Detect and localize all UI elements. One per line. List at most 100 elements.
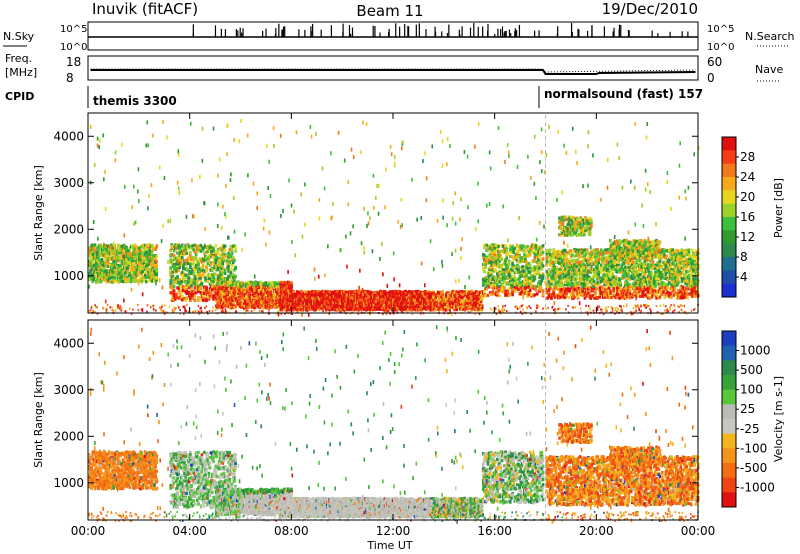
power-cell bbox=[214, 252, 218, 256]
power-cell bbox=[211, 255, 214, 259]
power-cell bbox=[177, 287, 181, 291]
power-cell bbox=[240, 281, 244, 286]
power-cell bbox=[192, 289, 196, 293]
power-cell bbox=[122, 251, 126, 256]
power-cell bbox=[132, 265, 135, 269]
power-cell bbox=[198, 246, 201, 250]
power-cell bbox=[169, 271, 172, 275]
power-cell bbox=[222, 254, 226, 258]
power-cell bbox=[234, 246, 237, 250]
power-cell bbox=[192, 248, 196, 252]
power-cell bbox=[260, 291, 263, 295]
power-cell bbox=[226, 285, 230, 289]
freq-series bbox=[90, 68, 696, 75]
power-cell bbox=[255, 300, 259, 304]
power-cell bbox=[195, 272, 199, 276]
power-cell bbox=[94, 264, 98, 269]
power-cell bbox=[89, 271, 92, 275]
power-cell bbox=[223, 244, 227, 248]
power-cell bbox=[386, 291, 389, 295]
power-cell bbox=[199, 278, 203, 283]
power-cell bbox=[216, 251, 220, 256]
power-cell bbox=[240, 293, 244, 297]
power-cell bbox=[193, 269, 197, 273]
power-cell bbox=[212, 260, 215, 264]
power-cell bbox=[230, 258, 234, 262]
power-cell bbox=[155, 264, 159, 268]
power-cell bbox=[155, 244, 159, 248]
power-cell bbox=[91, 252, 95, 257]
nsky-panel: N.Sky 10^5 10^0 10^5 10^0 N.Search bbox=[3, 21, 795, 53]
power-cell bbox=[97, 248, 100, 252]
power-cell bbox=[228, 275, 232, 279]
power-cell bbox=[185, 290, 189, 294]
power-cell bbox=[418, 293, 422, 297]
power-cell bbox=[198, 267, 201, 271]
power-cell bbox=[101, 273, 105, 277]
nave-tick-bottom: 0 bbox=[707, 71, 715, 85]
power-cell bbox=[229, 268, 233, 272]
power-cell bbox=[228, 260, 232, 264]
power-cell bbox=[241, 305, 245, 309]
power-cell bbox=[146, 247, 149, 252]
power-cell bbox=[190, 286, 193, 290]
power-cell bbox=[125, 279, 128, 283]
power-cell bbox=[368, 292, 372, 296]
power-cell bbox=[219, 293, 223, 297]
power-cell bbox=[252, 290, 255, 294]
power-cell bbox=[221, 261, 225, 266]
power-cell bbox=[136, 273, 140, 277]
power-cell bbox=[105, 269, 109, 273]
power-cell bbox=[117, 269, 120, 273]
power-cell bbox=[239, 284, 242, 288]
power-cell bbox=[206, 292, 210, 296]
power-cell bbox=[93, 249, 97, 253]
power-cell bbox=[98, 253, 102, 257]
power-heatmap-cells bbox=[88, 115, 700, 317]
power-cell bbox=[126, 266, 129, 271]
power-cell bbox=[122, 248, 126, 252]
power-cell bbox=[335, 302, 338, 306]
power-cell bbox=[148, 248, 152, 253]
power-cell bbox=[248, 304, 252, 309]
power-cell bbox=[220, 277, 223, 281]
power-cell bbox=[100, 258, 104, 262]
power-cell bbox=[99, 280, 103, 284]
power-cell bbox=[349, 308, 352, 312]
power-cell bbox=[189, 260, 192, 264]
power-cell bbox=[284, 286, 288, 290]
power-cell bbox=[138, 246, 141, 251]
power-cell bbox=[278, 280, 282, 284]
power-cell bbox=[211, 288, 214, 292]
power-cell bbox=[219, 261, 222, 265]
power-cell bbox=[101, 268, 105, 273]
power-cell bbox=[231, 299, 234, 303]
power-cell bbox=[199, 243, 203, 248]
power-cell bbox=[153, 279, 156, 283]
power-cell bbox=[148, 243, 152, 247]
power-cell bbox=[249, 280, 253, 284]
power-cell bbox=[180, 294, 184, 299]
power-cell bbox=[223, 293, 226, 297]
power-cell bbox=[99, 267, 103, 271]
power-cell bbox=[98, 258, 102, 262]
power-cell bbox=[388, 290, 391, 294]
power-cell bbox=[150, 250, 154, 254]
power-cell bbox=[193, 298, 197, 302]
power-cell bbox=[103, 246, 106, 251]
power-cell bbox=[90, 277, 93, 281]
power-cell bbox=[256, 296, 260, 300]
power-cell bbox=[185, 291, 189, 296]
power-cell bbox=[237, 280, 240, 285]
power-cell bbox=[414, 289, 418, 294]
power-cell bbox=[155, 260, 159, 264]
power-cell bbox=[207, 290, 211, 295]
power-cell bbox=[140, 264, 143, 268]
power-cell bbox=[209, 292, 213, 296]
nave-tick-top: 60 bbox=[707, 55, 722, 69]
power-cell bbox=[185, 296, 189, 300]
power-cell bbox=[226, 259, 229, 263]
power-cell bbox=[247, 299, 251, 303]
power-cell bbox=[91, 260, 95, 265]
power-cell bbox=[144, 280, 148, 284]
